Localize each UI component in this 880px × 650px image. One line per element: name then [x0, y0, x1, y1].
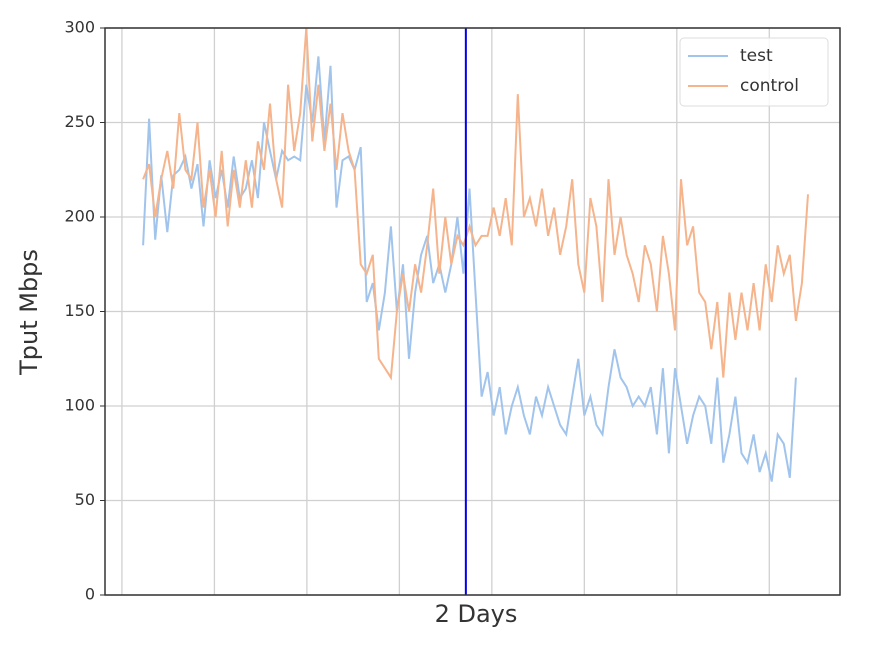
y-tick-label: 50 — [75, 490, 95, 509]
legend-label: control — [740, 76, 799, 96]
y-axis-label: Tput Mbps — [15, 249, 43, 376]
series-line — [142, 56, 797, 482]
x-axis-label: 2 Days — [435, 600, 518, 628]
y-tick-label: 300 — [64, 18, 95, 37]
y-tick-label: 250 — [64, 112, 95, 131]
y-tick-label: 100 — [64, 396, 95, 415]
y-tick-label: 200 — [64, 207, 95, 226]
plot-frame — [104, 27, 841, 596]
y-tick-label: 0 — [85, 585, 95, 604]
y-tick-label: 150 — [64, 301, 95, 320]
series-line — [142, 27, 809, 381]
legend-label: test — [740, 46, 773, 66]
legend: test control — [679, 37, 829, 107]
